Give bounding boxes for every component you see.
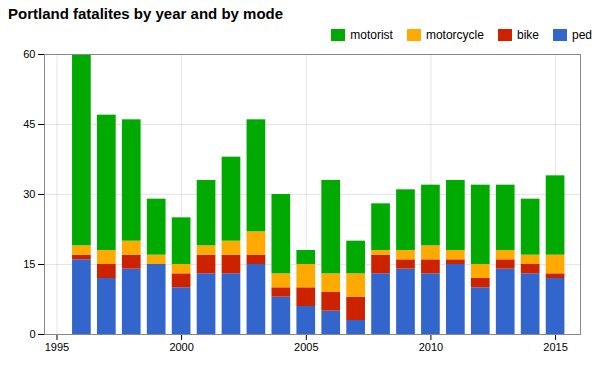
html-text:Portland fatalites by year and: Portland fatalites by year and by mode (8, 5, 284, 22)
svg-text:60: 60 (23, 48, 35, 60)
svg-text:45: 45 (23, 118, 35, 130)
svg-text:2010: 2010 (419, 341, 443, 353)
html-text:ped: ped (572, 28, 592, 42)
svg-text:1995: 1995 (45, 341, 69, 353)
svg-text:15: 15 (23, 258, 35, 270)
html-text:bike: bike (517, 28, 539, 42)
html-text:motorist: motorist (350, 28, 393, 42)
svg-text:2005: 2005 (294, 341, 318, 353)
svg-text:2015: 2015 (543, 341, 567, 353)
svg-text:30: 30 (23, 188, 35, 200)
svg-text:2000: 2000 (169, 341, 193, 353)
svg-text:0: 0 (29, 328, 35, 340)
html-text:motorcycle: motorcycle (425, 28, 484, 42)
